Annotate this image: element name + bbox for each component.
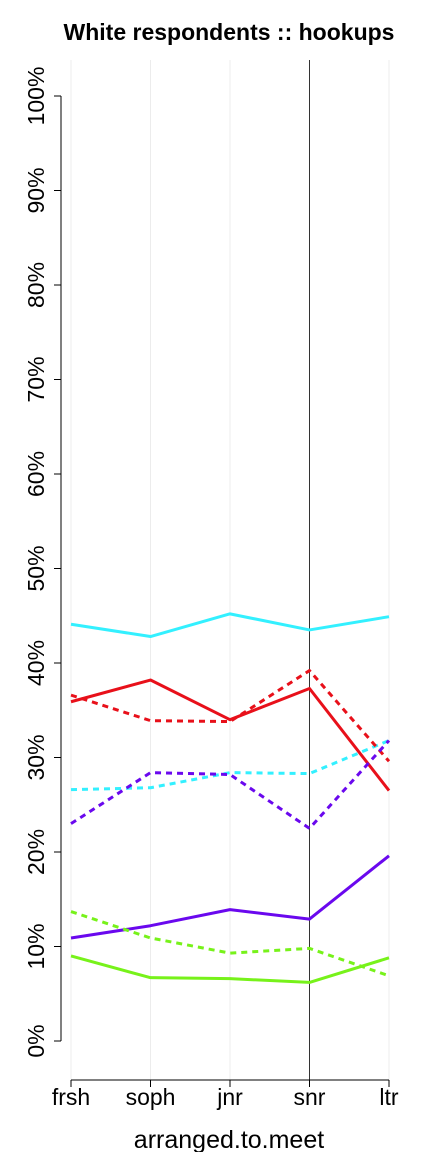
x-tick-label-frsh: frsh [52, 1084, 90, 1110]
y-tick-label-60: 60% [23, 451, 49, 497]
x-axis-label: arranged.to.meet [134, 1126, 324, 1152]
y-tick-label-100: 100% [23, 67, 49, 126]
series-line-1 [70, 612, 390, 639]
y-tick-label-0: 0% [23, 1024, 49, 1057]
y-tick-label-50: 50% [23, 545, 49, 591]
series-line-3 [70, 678, 391, 792]
series-line-6 [70, 739, 391, 830]
y-tick-label-20: 20% [23, 829, 49, 875]
chart-title: White respondents :: hookups [64, 19, 395, 45]
y-tick-label-30: 30% [23, 734, 49, 780]
x-tick-label-ltr: ltr [379, 1084, 399, 1110]
grid [70, 60, 390, 1080]
series-group [70, 612, 391, 984]
y-tick-label-90: 90% [23, 167, 49, 213]
x-tick-label-snr: snr [294, 1084, 326, 1110]
y-tick-label-40: 40% [23, 640, 49, 686]
y-tick-label-80: 80% [23, 262, 49, 308]
x-tick-label-soph: soph [126, 1084, 176, 1110]
series-line-8 [70, 910, 390, 978]
y-tick-label-10: 10% [23, 923, 49, 969]
series-line-7 [70, 954, 390, 984]
series-line-2 [70, 739, 390, 792]
y-tick-label-70: 70% [23, 356, 49, 402]
series-line-4 [70, 669, 391, 763]
axes: 0% 10% 20% 30% 40% 50% 60% 70% 80% 90% 100% frsh sop… [23, 67, 399, 1110]
x-tick-label-jnr: jnr [216, 1084, 243, 1110]
